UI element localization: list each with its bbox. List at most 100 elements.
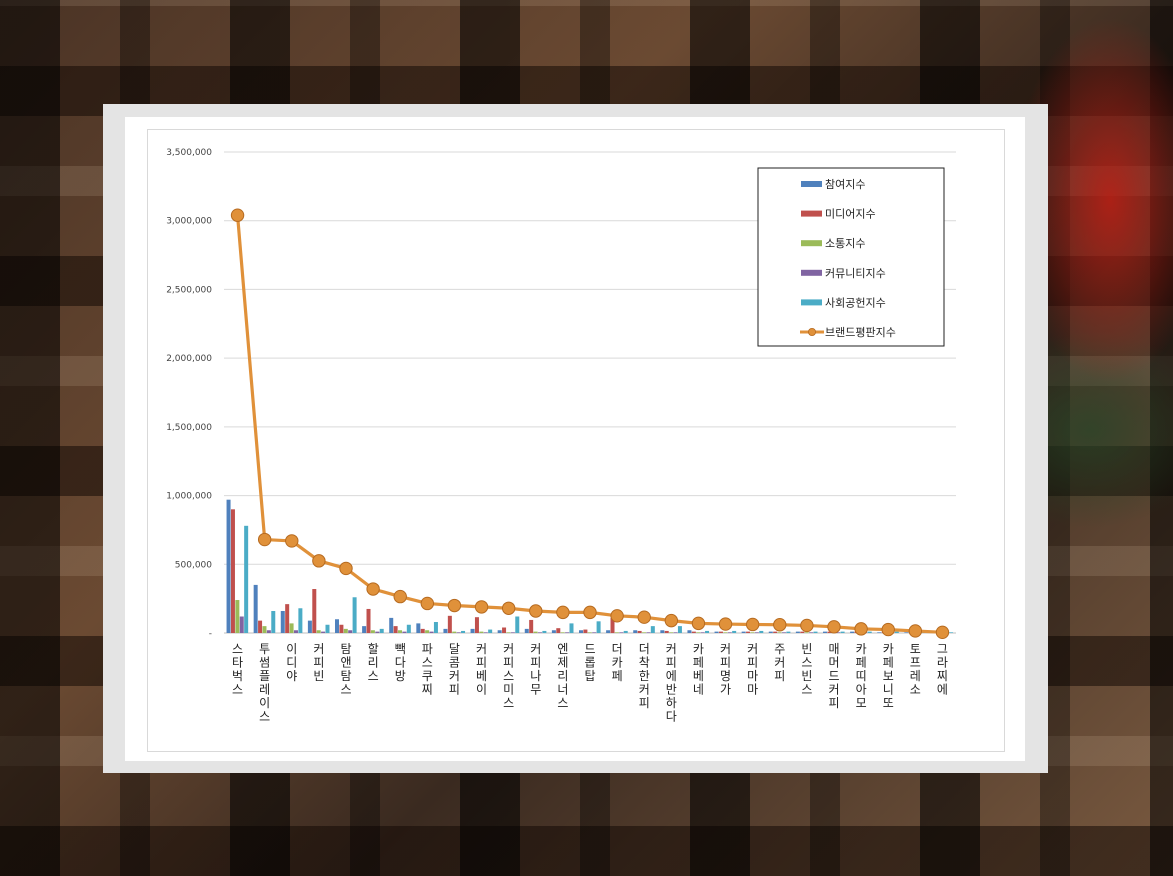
bar-1-13 (551, 630, 556, 633)
legend-swatch (801, 240, 822, 247)
bar-1-19 (714, 631, 719, 633)
chart-frame: - 500,000 1,000,000 1,500,000 2,000,000 2,500… (103, 104, 1048, 773)
bar-2-10 (474, 617, 479, 633)
bar-2-1 (230, 509, 235, 633)
bar-3-21 (777, 632, 782, 633)
bar-3-16 (642, 632, 647, 633)
bar-3-8 (425, 630, 430, 633)
bar-2-19 (718, 631, 723, 633)
bar-1-7 (389, 617, 394, 633)
line-point-9 (447, 598, 462, 613)
line-point-27 (935, 625, 950, 640)
bar-2-5 (339, 624, 344, 633)
bar-2-2 (258, 620, 263, 633)
line-point-8 (420, 596, 435, 611)
legend-swatch (801, 299, 822, 306)
bar-5-15 (623, 630, 628, 633)
bar-1-16 (633, 630, 638, 633)
y-tick-label: - (209, 629, 212, 639)
bar-5-14 (596, 621, 601, 633)
y-tick-label: 1,500,000 (166, 423, 212, 433)
bar-2-8 (420, 628, 425, 633)
bar-2-16 (637, 630, 642, 633)
bar-4-19 (727, 632, 732, 633)
bar-5-19 (732, 630, 737, 633)
bar-4-21 (781, 632, 786, 633)
bar-5-12 (542, 630, 547, 633)
bar-5-4 (325, 624, 330, 633)
line-point-11 (501, 601, 516, 615)
bar-2-21 (773, 631, 778, 633)
bar-3-3 (289, 623, 294, 633)
line-point-5 (339, 561, 353, 576)
bar-4-13 (565, 632, 570, 633)
line-point-3 (285, 534, 299, 548)
y-tick-label: 3,000,000 (166, 217, 212, 227)
chart-paper: - 500,000 1,000,000 1,500,000 2,000,000 2,500… (125, 117, 1025, 761)
chart-area: - 500,000 1,000,000 1,500,000 2,000,000 2,500… (147, 129, 1005, 752)
bar-3-19 (723, 632, 728, 633)
bar-4-23 (836, 632, 841, 633)
line-point-21 (773, 618, 787, 632)
y-tick-label: 500,000 (175, 560, 212, 570)
bar-5-8 (433, 622, 438, 633)
bar-2-7 (393, 626, 398, 633)
bar-2-20 (746, 631, 751, 633)
bar-1-25 (877, 632, 882, 633)
bar-3-5 (343, 628, 348, 633)
bar-4-22 (809, 632, 814, 633)
line-point-1 (230, 208, 245, 222)
bar-5-17 (677, 626, 682, 633)
bar-1-3 (280, 611, 285, 633)
bar-5-2 (271, 611, 276, 633)
y-tick-label: 3,500,000 (166, 148, 212, 158)
line-point-4 (312, 554, 326, 568)
line-point-13 (556, 605, 570, 620)
line-point-7 (393, 589, 407, 604)
bar-5-5 (352, 597, 357, 633)
y-tick-label: 2,000,000 (166, 354, 212, 364)
bar-4-4 (321, 631, 326, 633)
bar-3-15 (614, 632, 619, 633)
line-point-2 (257, 532, 272, 547)
line-point-6 (366, 582, 380, 596)
bar-5-10 (488, 629, 493, 633)
bar-3-13 (560, 632, 565, 633)
bar-4-18 (700, 632, 705, 633)
bar-5-27 (949, 632, 954, 633)
bar-4-16 (646, 632, 651, 633)
line-point-23 (827, 620, 841, 634)
legend-label: 미디어지수 (825, 208, 876, 221)
bar-3-12 (533, 631, 538, 633)
bar-4-8 (429, 631, 434, 633)
bar-2-3 (285, 604, 290, 633)
bar-3-20 (750, 632, 755, 633)
bar-1-17 (660, 630, 665, 633)
bar-2-22 (800, 631, 805, 633)
bar-1-10 (470, 628, 475, 633)
line-point-12 (529, 604, 543, 618)
bar-4-5 (348, 630, 353, 633)
line-point-24 (854, 622, 868, 636)
bar-5-6 (379, 628, 384, 633)
legend-swatch (801, 269, 822, 276)
bar-1-23 (823, 631, 827, 633)
bar-1-11 (497, 630, 502, 633)
